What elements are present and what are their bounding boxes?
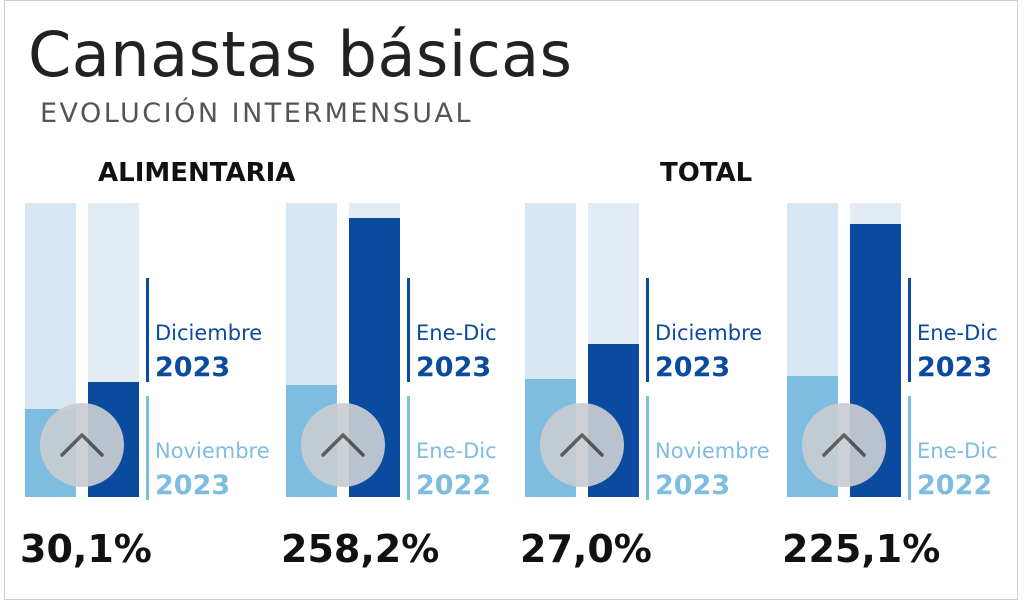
alimentaria-anual-previous-marker [407,396,410,500]
alimentaria-anual-previous-year: 2022 [416,470,492,501]
infographic-frame [4,0,1018,600]
up-arrow-icon [40,403,124,487]
alimentaria-anual-previous-period: Ene-Dic [416,439,497,463]
alimentaria-mensual-previous-year: 2023 [155,470,231,501]
alimentaria-mensual-current-period: Diciembre [155,321,263,345]
alimentaria-anual-current-marker [407,278,410,382]
total-mensual-current-period: Diciembre [655,321,763,345]
up-arrow-icon [301,403,385,487]
total-mensual-current-year: 2023 [655,352,731,383]
total-anual-current-period: Ene-Dic [917,321,998,345]
page-subtitle: EVOLUCIÓN INTERMENSUAL [40,98,474,129]
alimentaria-anual-current-period: Ene-Dic [416,321,497,345]
up-arrow-icon [802,403,886,487]
total-anual-change-value: 225,1% [782,527,941,571]
total-anual-previous-year: 2022 [917,470,993,501]
alimentaria-mensual-current-marker [146,278,149,382]
alimentaria-mensual-current-year: 2023 [155,352,231,383]
group-title-alimentaria: ALIMENTARIA [98,158,296,188]
alimentaria-anual-current-year: 2023 [416,352,492,383]
page-title: Canastas básicas [28,18,573,91]
alimentaria-mensual-previous-marker [146,396,149,500]
total-anual-current-year: 2023 [917,352,993,383]
group-title-total: TOTAL [660,158,753,188]
alimentaria-mensual-change-value: 30,1% [20,527,152,571]
total-anual-current-marker [908,278,911,382]
up-arrow-icon [540,403,624,487]
alimentaria-anual-change-value: 258,2% [281,527,440,571]
total-mensual-previous-year: 2023 [655,470,731,501]
total-mensual-previous-period: Noviembre [655,439,770,463]
alimentaria-mensual-previous-period: Noviembre [155,439,270,463]
total-mensual-previous-marker [646,396,649,500]
total-anual-previous-period: Ene-Dic [917,439,998,463]
total-mensual-current-marker [646,278,649,382]
total-anual-previous-marker [908,396,911,500]
total-mensual-change-value: 27,0% [520,527,652,571]
